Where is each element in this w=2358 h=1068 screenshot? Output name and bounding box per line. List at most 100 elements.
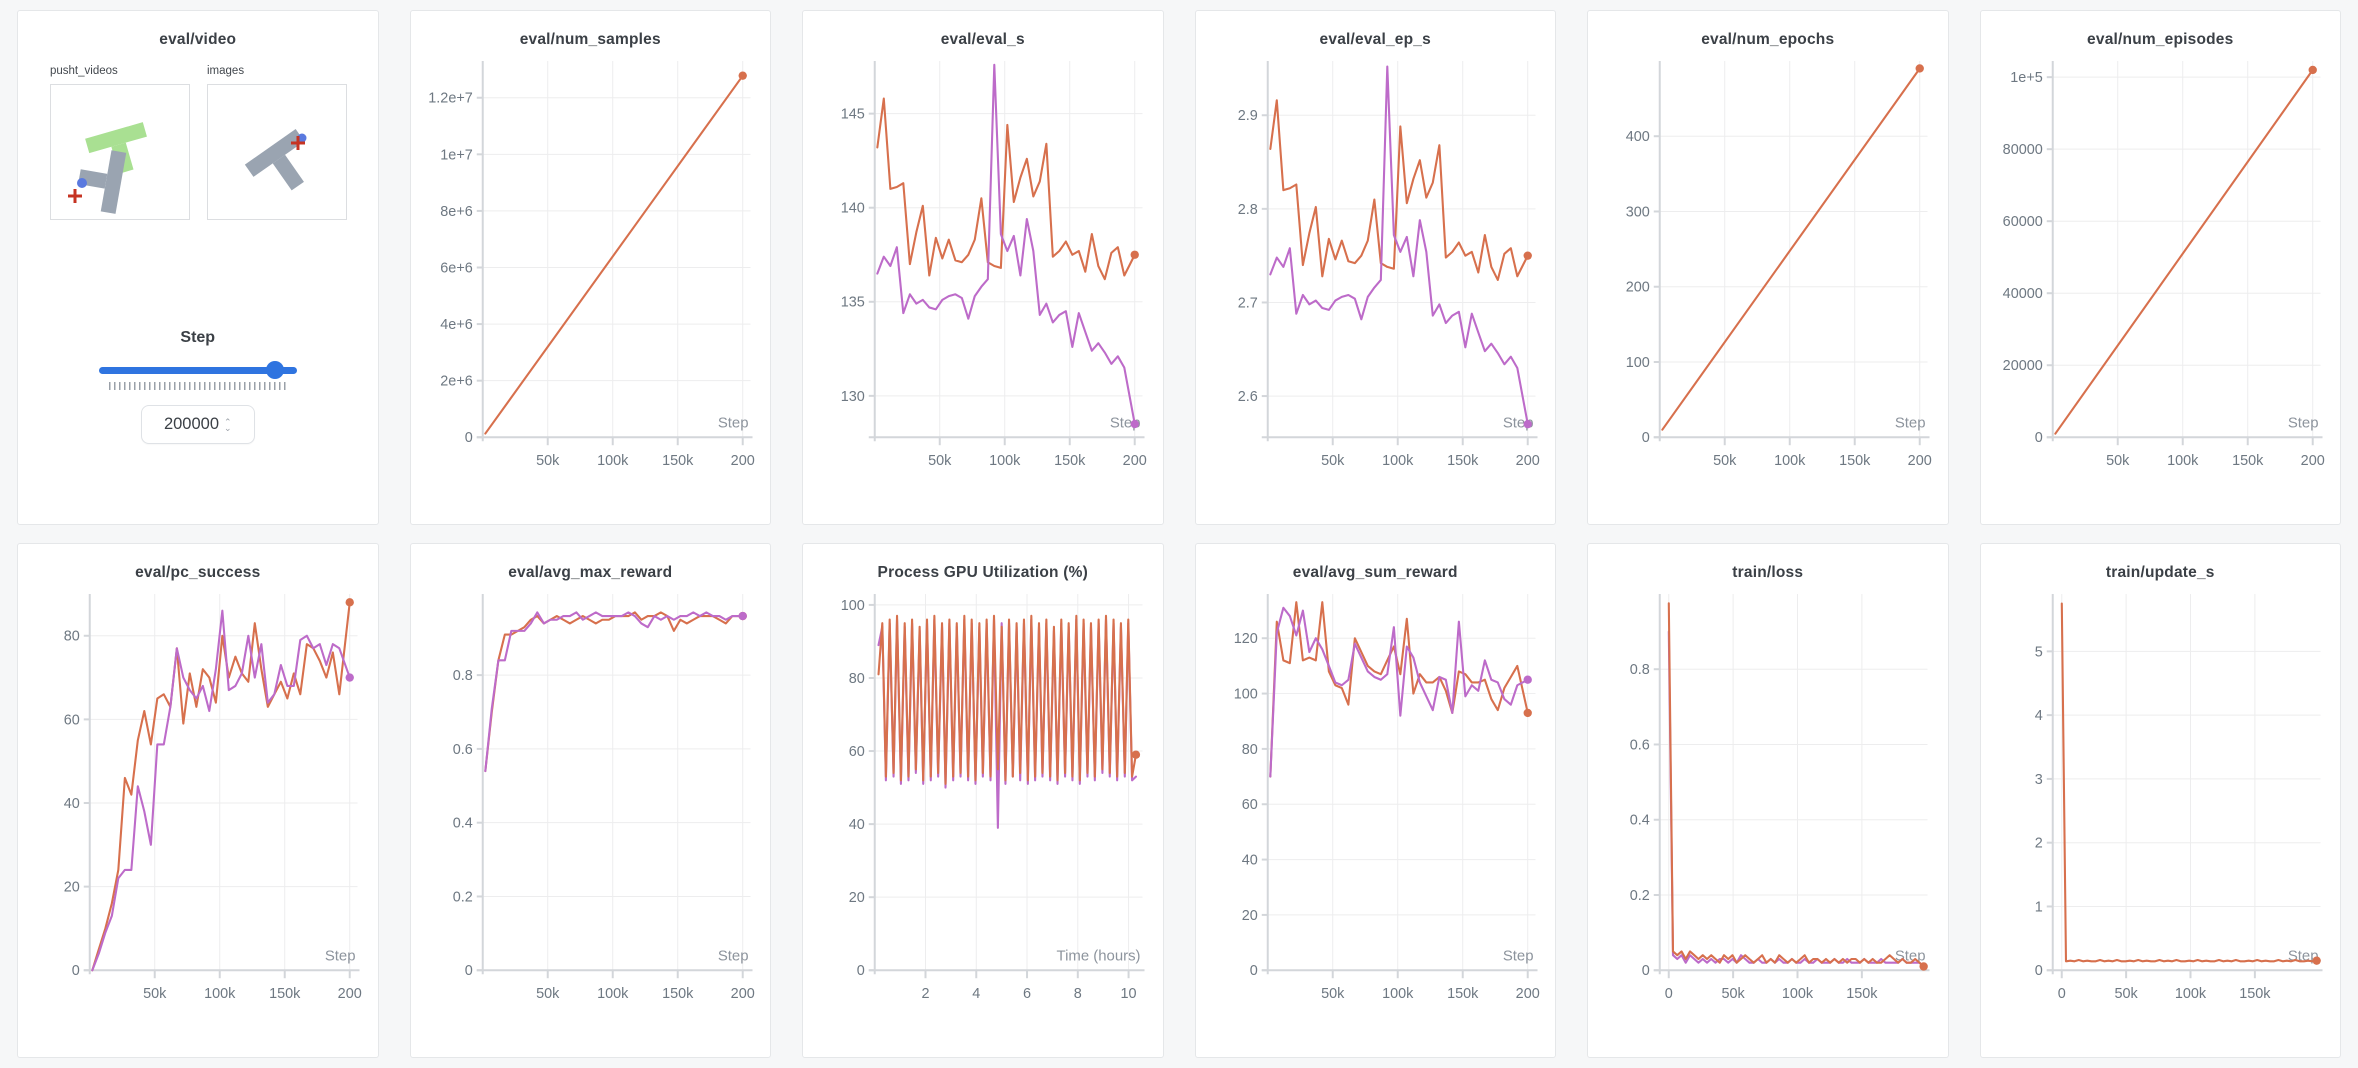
media-label-images: images bbox=[207, 65, 245, 77]
y-tick-label: 0 bbox=[1642, 430, 1650, 446]
y-tick-label: 40000 bbox=[2002, 286, 2042, 302]
chart-plot-area[interactable]: 0 20 40 60 80 50k 100k 150k 200 Step bbox=[32, 584, 364, 1026]
pusht-video-frame bbox=[68, 122, 147, 214]
y-tick-label: 0.6 bbox=[452, 742, 472, 758]
y-tick-label: 0 bbox=[72, 963, 80, 979]
series-end-dot-orange bbox=[2311, 956, 2321, 965]
series-end-dot-orange bbox=[1131, 750, 1141, 759]
x-axis-label: Step bbox=[1502, 947, 1533, 964]
x-tick-label: 0 bbox=[2057, 986, 2065, 1002]
panel-train-loss: train/loss 0 0.2 0.4 0.6 0.8 0 50k 100k 150k Step bbox=[1587, 543, 1949, 1058]
panel-eval-video: eval/video pusht_videos bbox=[17, 10, 379, 525]
series-line-purple[interactable] bbox=[483, 611, 744, 773]
series-line-purple[interactable] bbox=[1667, 630, 1925, 968]
series-line-purple[interactable] bbox=[91, 609, 351, 972]
y-tick-label: 8e+6 bbox=[440, 204, 473, 220]
x-tick-label: 100k bbox=[989, 453, 1021, 469]
series-line-orange[interactable] bbox=[876, 97, 1136, 281]
series-end-dot-orange bbox=[2308, 65, 2317, 75]
stepper-arrows-icon[interactable]: ⌃ ⌄ bbox=[224, 416, 232, 433]
slider-thumb[interactable] bbox=[265, 361, 284, 379]
x-tick-label: 50k bbox=[2106, 453, 2130, 469]
series-line-orange[interactable] bbox=[1661, 67, 1921, 431]
series-line-orange[interactable] bbox=[483, 74, 744, 435]
chart-plot-area[interactable]: 0 20 40 60 80 100 120 50k 100k 150k 200 Step bbox=[1210, 584, 1542, 1026]
x-tick-label: 150k bbox=[1447, 986, 1479, 1002]
media-item-images: images bbox=[207, 65, 347, 220]
y-tick-label: 0 bbox=[857, 963, 865, 979]
series-line-purple[interactable] bbox=[1268, 606, 1529, 778]
y-tick-label: 140 bbox=[841, 201, 865, 217]
x-tick-label: 200 bbox=[1908, 453, 1932, 469]
target-cross bbox=[291, 136, 305, 150]
y-tick-label: 0.2 bbox=[452, 889, 472, 905]
x-tick-label: 150k bbox=[662, 986, 694, 1002]
series-end-dot-orange bbox=[345, 598, 354, 607]
y-tick-label: 60 bbox=[849, 744, 865, 760]
x-tick-label: 150k bbox=[1846, 986, 1878, 1002]
series-line-orange[interactable] bbox=[91, 601, 351, 972]
media-row: pusht_videos bbox=[50, 65, 364, 220]
step-value: 200000 bbox=[163, 415, 219, 433]
y-tick-label: 1e+7 bbox=[440, 147, 473, 163]
media-item-pusht-videos: pusht_videos bbox=[50, 65, 190, 220]
y-tick-label: 60 bbox=[1241, 797, 1257, 813]
video-thumbnail-pusht[interactable] bbox=[50, 84, 190, 220]
image-thumbnail[interactable] bbox=[207, 84, 347, 220]
x-tick-label: 100k bbox=[204, 986, 236, 1002]
x-tick-label: 6 bbox=[1023, 986, 1031, 1002]
series-line-orange[interactable] bbox=[877, 614, 1138, 785]
chart-plot-area[interactable]: 0 20 40 60 80 100 2 4 6 8 10 Time (hours) bbox=[817, 584, 1149, 1026]
agent-dot bbox=[77, 178, 87, 188]
y-tick-label: 4e+6 bbox=[440, 317, 473, 333]
series-line-purple[interactable] bbox=[876, 63, 1136, 426]
step-value-input[interactable]: 200000 ⌃ ⌄ bbox=[140, 405, 255, 444]
y-tick-label: 1 bbox=[2034, 899, 2042, 915]
y-tick-label: 0 bbox=[1642, 963, 1650, 979]
x-tick-label: 50k bbox=[1713, 453, 1737, 469]
chart-plot-area[interactable]: 0 2e+6 4e+6 6e+6 8e+6 1e+7 1.2e+7 50k 100k 150k 20… bbox=[425, 51, 757, 493]
x-tick-label: 150k bbox=[2239, 986, 2271, 1002]
panel-eval-num-epochs: eval/num_epochs 0 100 200 300 400 50k 100k 150k 2… bbox=[1587, 10, 1949, 525]
x-axis-label: Step bbox=[717, 414, 748, 431]
y-tick-label: 400 bbox=[1626, 129, 1650, 145]
chart-title: eval/pc_success bbox=[135, 564, 261, 581]
x-tick-label: 50k bbox=[536, 986, 560, 1002]
y-tick-label: 80 bbox=[849, 671, 865, 687]
series-line-orange[interactable] bbox=[2053, 68, 2314, 435]
series-line-purple[interactable] bbox=[1268, 65, 1529, 426]
chart-title: eval/avg_max_reward bbox=[508, 564, 673, 581]
x-tick-label: 50k bbox=[1321, 986, 1345, 1002]
chart-plot-area[interactable]: 0 20000 40000 60000 80000 1e+5 50k 100k 150k 200 S… bbox=[1995, 51, 2327, 493]
chart-plot-area[interactable]: 0 0.2 0.4 0.6 0.8 50k 100k 150k 200 Step bbox=[425, 584, 757, 1026]
series-line-orange[interactable] bbox=[2060, 602, 2318, 963]
series-end-dot-purple bbox=[1523, 419, 1532, 429]
x-tick-label: 100k bbox=[597, 986, 629, 1002]
chart-title: eval/num_samples bbox=[519, 31, 661, 48]
y-tick-label: 0.8 bbox=[1630, 662, 1650, 678]
y-tick-label: 100 bbox=[841, 598, 865, 614]
chart-plot-area[interactable]: 0 100 200 300 400 50k 100k 150k 200 Step bbox=[1602, 51, 1934, 493]
x-tick-label: 50k bbox=[1721, 986, 1745, 1002]
series-line-orange[interactable] bbox=[1268, 99, 1529, 282]
slider-track[interactable] bbox=[98, 366, 297, 374]
series-end-dot-orange bbox=[738, 71, 747, 80]
y-tick-label: 100 bbox=[1233, 687, 1257, 703]
x-tick-label: 200 bbox=[338, 986, 362, 1002]
y-tick-label: 60 bbox=[64, 712, 80, 728]
y-tick-label: 2 bbox=[2034, 836, 2042, 852]
y-tick-label: 1.2e+7 bbox=[428, 91, 473, 107]
series-line-orange[interactable] bbox=[1667, 602, 1925, 968]
series-line-orange[interactable] bbox=[483, 611, 744, 773]
gray-t-shape bbox=[244, 129, 305, 191]
panel-eval-num-episodes: eval/num_episodes 0 20000 40000 60000 80000 1e… bbox=[1979, 10, 2341, 525]
panel-eval-eval-ep-s: eval/eval_ep_s 2.6 2.7 2.8 2.9 50k 100k 150k 200… bbox=[1194, 10, 1556, 525]
y-tick-label: 3 bbox=[2034, 772, 2042, 788]
chart-title: eval/num_epochs bbox=[1701, 31, 1835, 48]
step-slider[interactable] bbox=[98, 361, 297, 379]
